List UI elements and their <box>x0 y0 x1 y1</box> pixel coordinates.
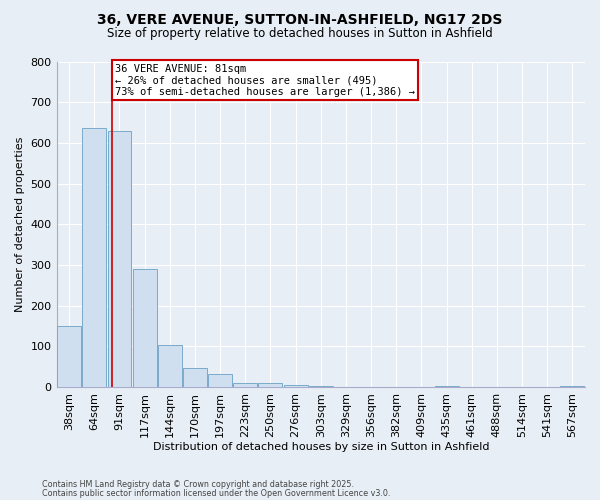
Bar <box>309 386 333 387</box>
Bar <box>434 386 458 387</box>
Text: 36 VERE AVENUE: 81sqm
← 26% of detached houses are smaller (495)
73% of semi-det: 36 VERE AVENUE: 81sqm ← 26% of detached … <box>115 64 415 96</box>
Bar <box>82 128 106 387</box>
Bar <box>158 345 182 387</box>
Bar <box>233 383 257 387</box>
X-axis label: Distribution of detached houses by size in Sutton in Ashfield: Distribution of detached houses by size … <box>152 442 489 452</box>
Bar <box>107 130 131 387</box>
Bar <box>208 374 232 387</box>
Bar <box>259 383 283 387</box>
Text: 36, VERE AVENUE, SUTTON-IN-ASHFIELD, NG17 2DS: 36, VERE AVENUE, SUTTON-IN-ASHFIELD, NG1… <box>97 12 503 26</box>
Text: Contains public sector information licensed under the Open Government Licence v3: Contains public sector information licen… <box>42 488 391 498</box>
Y-axis label: Number of detached properties: Number of detached properties <box>15 136 25 312</box>
Bar <box>57 326 81 387</box>
Bar <box>284 385 308 387</box>
Bar <box>133 269 157 387</box>
Text: Size of property relative to detached houses in Sutton in Ashfield: Size of property relative to detached ho… <box>107 28 493 40</box>
Text: Contains HM Land Registry data © Crown copyright and database right 2025.: Contains HM Land Registry data © Crown c… <box>42 480 354 489</box>
Bar <box>183 368 207 387</box>
Bar <box>560 386 584 387</box>
